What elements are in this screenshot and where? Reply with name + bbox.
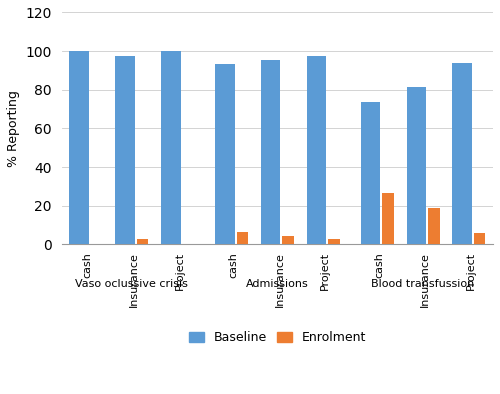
Bar [382, 193, 394, 244]
Text: Vaso oclussive crisis: Vaso oclussive crisis [75, 279, 188, 289]
Bar [360, 102, 380, 244]
Bar [282, 236, 294, 244]
Text: Blood transfussion: Blood transfussion [372, 279, 474, 289]
Bar [115, 56, 134, 244]
Bar [161, 51, 180, 244]
Y-axis label: % Reporting: % Reporting [7, 90, 20, 167]
Bar [428, 208, 440, 244]
Bar [215, 64, 234, 244]
Bar [328, 240, 340, 244]
Bar [474, 233, 486, 244]
Bar [236, 232, 248, 244]
Text: Admissions: Admissions [246, 279, 308, 289]
Bar [306, 56, 326, 244]
Legend: Baseline, Enrolment: Baseline, Enrolment [184, 326, 371, 349]
Bar [137, 240, 148, 244]
Bar [261, 60, 280, 244]
Bar [406, 87, 426, 244]
Bar [452, 63, 472, 244]
Bar [70, 51, 89, 244]
